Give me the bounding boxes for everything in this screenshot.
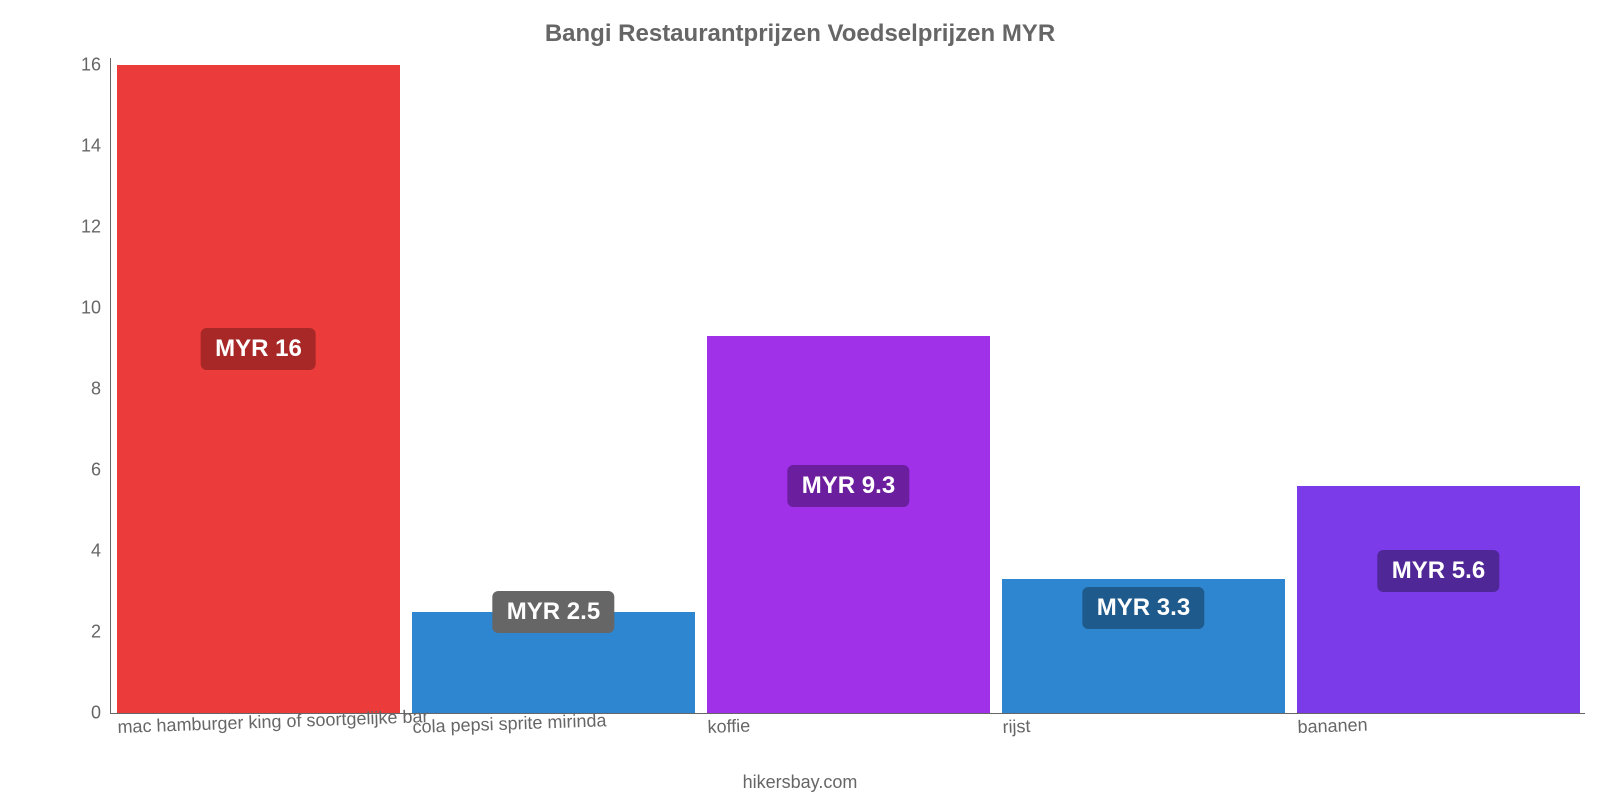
chart-source: hikersbay.com: [0, 772, 1600, 793]
bar: MYR 3.3: [1002, 579, 1285, 713]
y-tick-label: 14: [81, 136, 111, 157]
value-badge: MYR 2.5: [493, 591, 614, 633]
y-tick-label: 2: [91, 622, 111, 643]
y-tick-label: 6: [91, 460, 111, 481]
chart-title: Bangi Restaurantprijzen Voedselprijzen M…: [0, 20, 1600, 48]
y-tick-label: 10: [81, 298, 111, 319]
chart-plot-area: 0246810121416 MYR 16MYR 2.5MYR 9.3MYR 3.…: [110, 58, 1585, 714]
y-tick-label: 16: [81, 55, 111, 76]
y-tick-label: 4: [91, 541, 111, 562]
value-badge: MYR 5.6: [1378, 550, 1499, 592]
y-tick-label: 0: [91, 703, 111, 724]
bar: MYR 2.5: [412, 612, 695, 713]
bar: MYR 16: [117, 65, 400, 713]
value-badge: MYR 3.3: [1083, 587, 1204, 629]
value-badge: MYR 16: [201, 328, 316, 370]
x-tick-label: bananen: [1297, 715, 1368, 738]
y-tick-label: 12: [81, 217, 111, 238]
y-tick-label: 8: [91, 379, 111, 400]
x-tick-label: cola pepsi sprite mirinda: [412, 710, 607, 738]
bar: MYR 9.3: [707, 336, 990, 713]
value-badge: MYR 9.3: [788, 465, 909, 507]
bar: MYR 5.6: [1297, 486, 1580, 713]
x-tick-label: koffie: [707, 716, 750, 738]
x-tick-label: rijst: [1002, 716, 1031, 738]
